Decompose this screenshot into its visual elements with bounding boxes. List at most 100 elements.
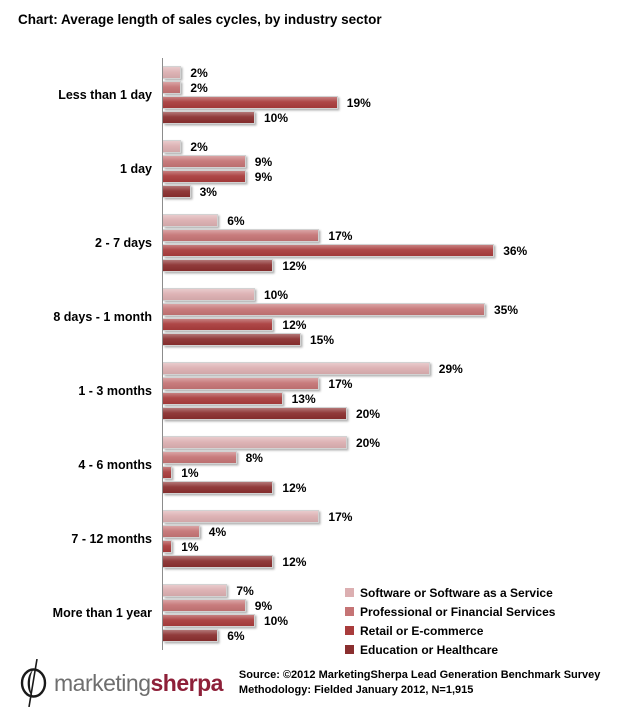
bar-group-1-3-months: 29% 17% 13% 20% xyxy=(162,354,637,428)
bar-retail-or-e-commerce xyxy=(163,96,338,109)
brand-marketing: marketing xyxy=(54,669,151,696)
bar-row: 12% xyxy=(163,480,637,495)
bar-row: 12% xyxy=(163,555,637,569)
legend-label: Retail or E-commerce xyxy=(360,623,484,638)
bar-row: 17% xyxy=(163,509,637,524)
category-label-2-7-days: 2 - 7 days xyxy=(95,236,152,250)
legend-swatch-icon xyxy=(345,588,354,597)
bar-row: 12% xyxy=(163,318,637,332)
bar-value-label: 12% xyxy=(282,480,307,495)
bar-retail-or-e-commerce xyxy=(163,170,246,183)
bar-professional-or-financial-services xyxy=(163,377,320,390)
bar-education-or-healthcare xyxy=(163,407,347,420)
chart-title: Chart: Average length of sales cycles, b… xyxy=(18,12,382,27)
bar-row: 6% xyxy=(163,213,637,228)
brand-wordmark: marketingsherpa xyxy=(54,670,223,697)
bar-group-1-day: 2% 9% 9% 3% xyxy=(162,132,637,206)
bar-value-label: 6% xyxy=(227,213,245,228)
bar-software-or-software-as-a-service xyxy=(163,288,255,301)
bar-value-label: 15% xyxy=(310,332,335,347)
bar-professional-or-financial-services xyxy=(163,303,485,316)
bar-retail-or-e-commerce xyxy=(163,466,173,479)
bar-software-or-software-as-a-service xyxy=(163,510,320,523)
bar-value-label: 17% xyxy=(328,376,353,391)
legend-swatch-icon xyxy=(345,645,354,654)
category-label-4-6-months: 4 - 6 months xyxy=(78,458,152,472)
bar-group-more-than-1-year: 7% 9% 10% 6% xyxy=(162,576,637,650)
bar-row: 1% xyxy=(163,539,637,554)
bar-software-or-software-as-a-service xyxy=(163,214,219,227)
marketingsherpa-logo: marketingsherpa xyxy=(16,659,223,707)
bar-row: 6% xyxy=(163,628,637,643)
bar-professional-or-financial-services xyxy=(163,451,237,464)
bar-row: 13% xyxy=(163,392,637,406)
bar-software-or-software-as-a-service xyxy=(163,140,182,153)
category-label-less-than-1-day: Less than 1 day xyxy=(58,88,152,102)
bar-retail-or-e-commerce xyxy=(163,614,255,627)
bar-row: 29% xyxy=(163,361,637,376)
bar-retail-or-e-commerce xyxy=(163,244,495,257)
bar-education-or-healthcare xyxy=(163,333,301,346)
bar-professional-or-financial-services xyxy=(163,229,320,242)
bar-education-or-healthcare xyxy=(163,185,191,198)
bar-row: 2% xyxy=(163,65,637,80)
bar-value-label: 36% xyxy=(503,243,528,258)
category-label-1-day: 1 day xyxy=(120,162,152,176)
bar-value-label: 20% xyxy=(356,406,381,421)
bar-row: 2% xyxy=(163,81,637,95)
bar-row: 10% xyxy=(163,287,637,302)
bar-value-label: 29% xyxy=(438,361,463,376)
bar-value-label: 35% xyxy=(494,302,519,317)
bar-value-label: 10% xyxy=(264,110,289,125)
bar-value-label: 6% xyxy=(227,628,245,643)
bar-row: 15% xyxy=(163,332,637,347)
bar-row: 1% xyxy=(163,465,637,480)
bar-group-2-7-days: 6% 17% 36% 12% xyxy=(162,206,637,280)
bar-education-or-healthcare xyxy=(163,629,219,642)
legend-label: Professional or Financial Services xyxy=(360,604,556,619)
bar-value-label: 2% xyxy=(190,65,208,80)
bar-value-label: 3% xyxy=(199,184,217,199)
bar-value-label: 10% xyxy=(264,287,289,302)
bar-education-or-healthcare xyxy=(163,111,255,124)
bar-row: 12% xyxy=(163,258,637,273)
bar-value-label: 7% xyxy=(236,583,254,598)
bar-row: 35% xyxy=(163,302,637,317)
bar-professional-or-financial-services xyxy=(163,525,200,538)
bar-value-label: 4% xyxy=(208,524,227,539)
bar-software-or-software-as-a-service xyxy=(163,584,228,597)
bar-value-label: 2% xyxy=(190,139,208,154)
bar-group-less-than-1-day: 2% 2% 19% 10% xyxy=(162,58,637,132)
bar-education-or-healthcare xyxy=(163,259,274,272)
category-label-7-12-months: 7 - 12 months xyxy=(71,532,152,546)
bar-value-label: 8% xyxy=(245,450,263,465)
bar-group-4-6-months: 20% 8% 1% 12% xyxy=(162,428,637,502)
category-label-more-than-1-year: More than 1 year xyxy=(52,606,152,620)
category-label-1-3-months: 1 - 3 months xyxy=(78,384,152,398)
bar-value-label: 1% xyxy=(181,465,199,480)
bar-retail-or-e-commerce xyxy=(163,392,283,405)
bar-value-label: 12% xyxy=(282,258,307,273)
bar-row: 20% xyxy=(163,435,637,450)
bar-group-8-days-1-month: 10% 35% 12% 15% xyxy=(162,280,637,354)
bar-value-label: 17% xyxy=(328,509,353,524)
bar-software-or-software-as-a-service xyxy=(163,362,430,375)
bar-value-label: 10% xyxy=(264,613,289,628)
source-text: Source: ©2012 MarketingSherpa Lead Gener… xyxy=(239,668,600,697)
bar-row: 7% xyxy=(163,583,637,598)
bar-professional-or-financial-services xyxy=(163,599,246,612)
bar-professional-or-financial-services xyxy=(163,81,182,94)
bar-row: 17% xyxy=(163,229,637,243)
bar-value-label: 20% xyxy=(356,435,381,450)
bar-row: 4% xyxy=(163,524,637,539)
bar-row: 9% xyxy=(163,170,637,184)
chart-legend: Software or Software as a Service Profess… xyxy=(345,583,555,659)
source-line-1: Source: ©2012 MarketingSherpa Lead Gener… xyxy=(238,669,601,681)
bar-software-or-software-as-a-service xyxy=(163,66,182,79)
bar-value-label: 9% xyxy=(254,598,273,613)
bar-education-or-healthcare xyxy=(163,481,274,494)
bar-row: 9% xyxy=(163,598,637,613)
bar-value-label: 1% xyxy=(181,539,199,554)
bar-row: 19% xyxy=(163,96,637,110)
